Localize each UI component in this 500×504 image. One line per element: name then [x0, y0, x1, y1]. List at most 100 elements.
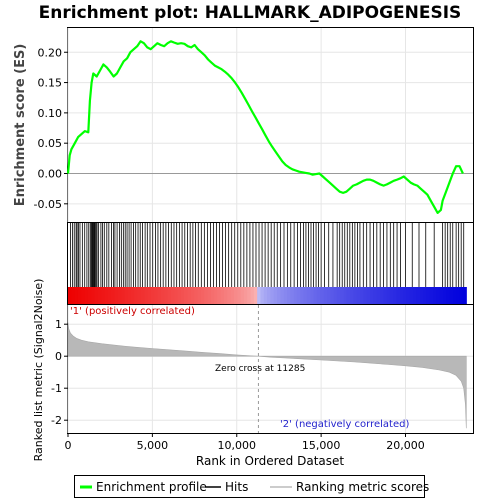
band-segment — [84, 287, 89, 304]
band-segment — [423, 287, 428, 304]
band-segment — [104, 287, 109, 304]
band-segment — [409, 287, 414, 304]
band-segment — [383, 287, 388, 304]
band-segment — [356, 287, 361, 304]
band-segment — [157, 287, 162, 304]
band-segment — [243, 287, 248, 304]
band-segment — [170, 287, 175, 304]
band-segment — [91, 287, 96, 304]
band-segment — [406, 287, 411, 304]
band-segment — [220, 287, 225, 304]
band-segment — [340, 287, 345, 304]
ranking-y-tick-label: -2 — [51, 414, 62, 427]
band-segment — [330, 287, 335, 304]
band-segment — [346, 287, 351, 304]
band-segment — [141, 287, 145, 304]
band-segment — [333, 287, 338, 304]
enrichment-profile-series — [66, 40, 464, 214]
band-segment — [111, 287, 116, 304]
band-segment — [320, 287, 325, 304]
band-segment — [376, 287, 381, 304]
band-segment — [247, 287, 252, 304]
ranking-y-tick-label: 1 — [55, 318, 62, 331]
band-segment — [436, 287, 441, 304]
band-segment — [68, 287, 72, 304]
ranking-metric-series — [67, 322, 467, 429]
es-y-axis-ticks: -0.05 0.00 0.05 0.10 0.15 0.20 — [34, 46, 68, 211]
band-segment — [131, 287, 135, 304]
x-tick-label: 5,000 — [137, 439, 169, 452]
band-segment — [393, 287, 398, 304]
ranking-y-axis-label: Ranked list metric (Signal2Noise) — [32, 279, 45, 462]
band-segment — [306, 287, 311, 304]
es-y-tick-label: 0.20 — [38, 46, 63, 59]
band-segment — [263, 287, 268, 304]
band-segment — [250, 287, 255, 304]
band-segment — [310, 287, 315, 304]
es-y-tick-label: 0.00 — [38, 168, 63, 181]
band-segment — [350, 287, 355, 304]
band-segment — [419, 287, 424, 304]
band-segment — [200, 287, 205, 304]
band-segment — [360, 287, 364, 304]
band-segment — [449, 287, 454, 304]
band-segment — [257, 287, 262, 304]
band-segment — [260, 287, 265, 304]
band-segment — [363, 287, 368, 304]
zero-cross-label: Zero cross at 11285 — [215, 364, 305, 374]
band-segment — [399, 287, 404, 304]
band-segment — [277, 287, 281, 304]
x-axis-label: Rank in Ordered Dataset — [196, 454, 344, 468]
band-segment — [429, 287, 434, 304]
band-segment — [233, 287, 238, 304]
band-segment — [283, 287, 288, 304]
band-segment — [71, 287, 76, 304]
band-segment — [386, 287, 391, 304]
band-segment — [237, 287, 242, 304]
es-y-axis-label: Enrichment score (ES) — [13, 44, 28, 207]
band-segment — [167, 287, 172, 304]
ranking-y-tick-label: -1 — [51, 382, 62, 395]
x-axis-ticks: 0 5,000 10,000 15,000 20,000 — [65, 433, 425, 452]
band-segment — [210, 287, 215, 304]
band-segment — [137, 287, 142, 304]
band-segment — [150, 287, 155, 304]
legend-box — [74, 475, 425, 498]
band-segment — [433, 287, 437, 304]
ranking-y-tick-label: 0 — [55, 350, 62, 363]
band-segment — [114, 287, 119, 304]
band-segment — [190, 287, 195, 304]
band-segment — [217, 287, 222, 304]
band-segment — [204, 287, 208, 304]
band-segment — [230, 287, 235, 304]
band-segment — [316, 287, 321, 304]
band-segment — [124, 287, 129, 304]
band-segment — [353, 287, 358, 304]
band-segment — [134, 287, 139, 304]
legend-hits-label: Hits — [225, 480, 248, 494]
band-segment — [147, 287, 152, 304]
band-segment — [313, 287, 318, 304]
band-segment — [267, 287, 272, 304]
legend-ranking-label: Ranking metric scores — [296, 480, 429, 494]
band-segment — [416, 287, 421, 304]
band-segment — [323, 287, 328, 304]
negative-correlation-label: '2' (negatively correlated) — [280, 419, 409, 430]
band-segment — [214, 287, 218, 304]
x-tick-label: 20,000 — [386, 439, 425, 452]
band-segment — [270, 287, 275, 304]
band-segment — [81, 287, 86, 304]
band-segment — [296, 287, 301, 304]
band-segment — [462, 287, 467, 304]
band-segment — [379, 287, 384, 304]
band-segment — [117, 287, 122, 304]
band-segment — [154, 287, 159, 304]
band-segment — [197, 287, 202, 304]
band-segment — [373, 287, 378, 304]
es-y-tick-label: 0.05 — [38, 137, 63, 150]
band-segment — [336, 287, 341, 304]
band-segment — [240, 287, 245, 304]
band-segment — [326, 287, 331, 304]
band-segment — [74, 287, 79, 304]
